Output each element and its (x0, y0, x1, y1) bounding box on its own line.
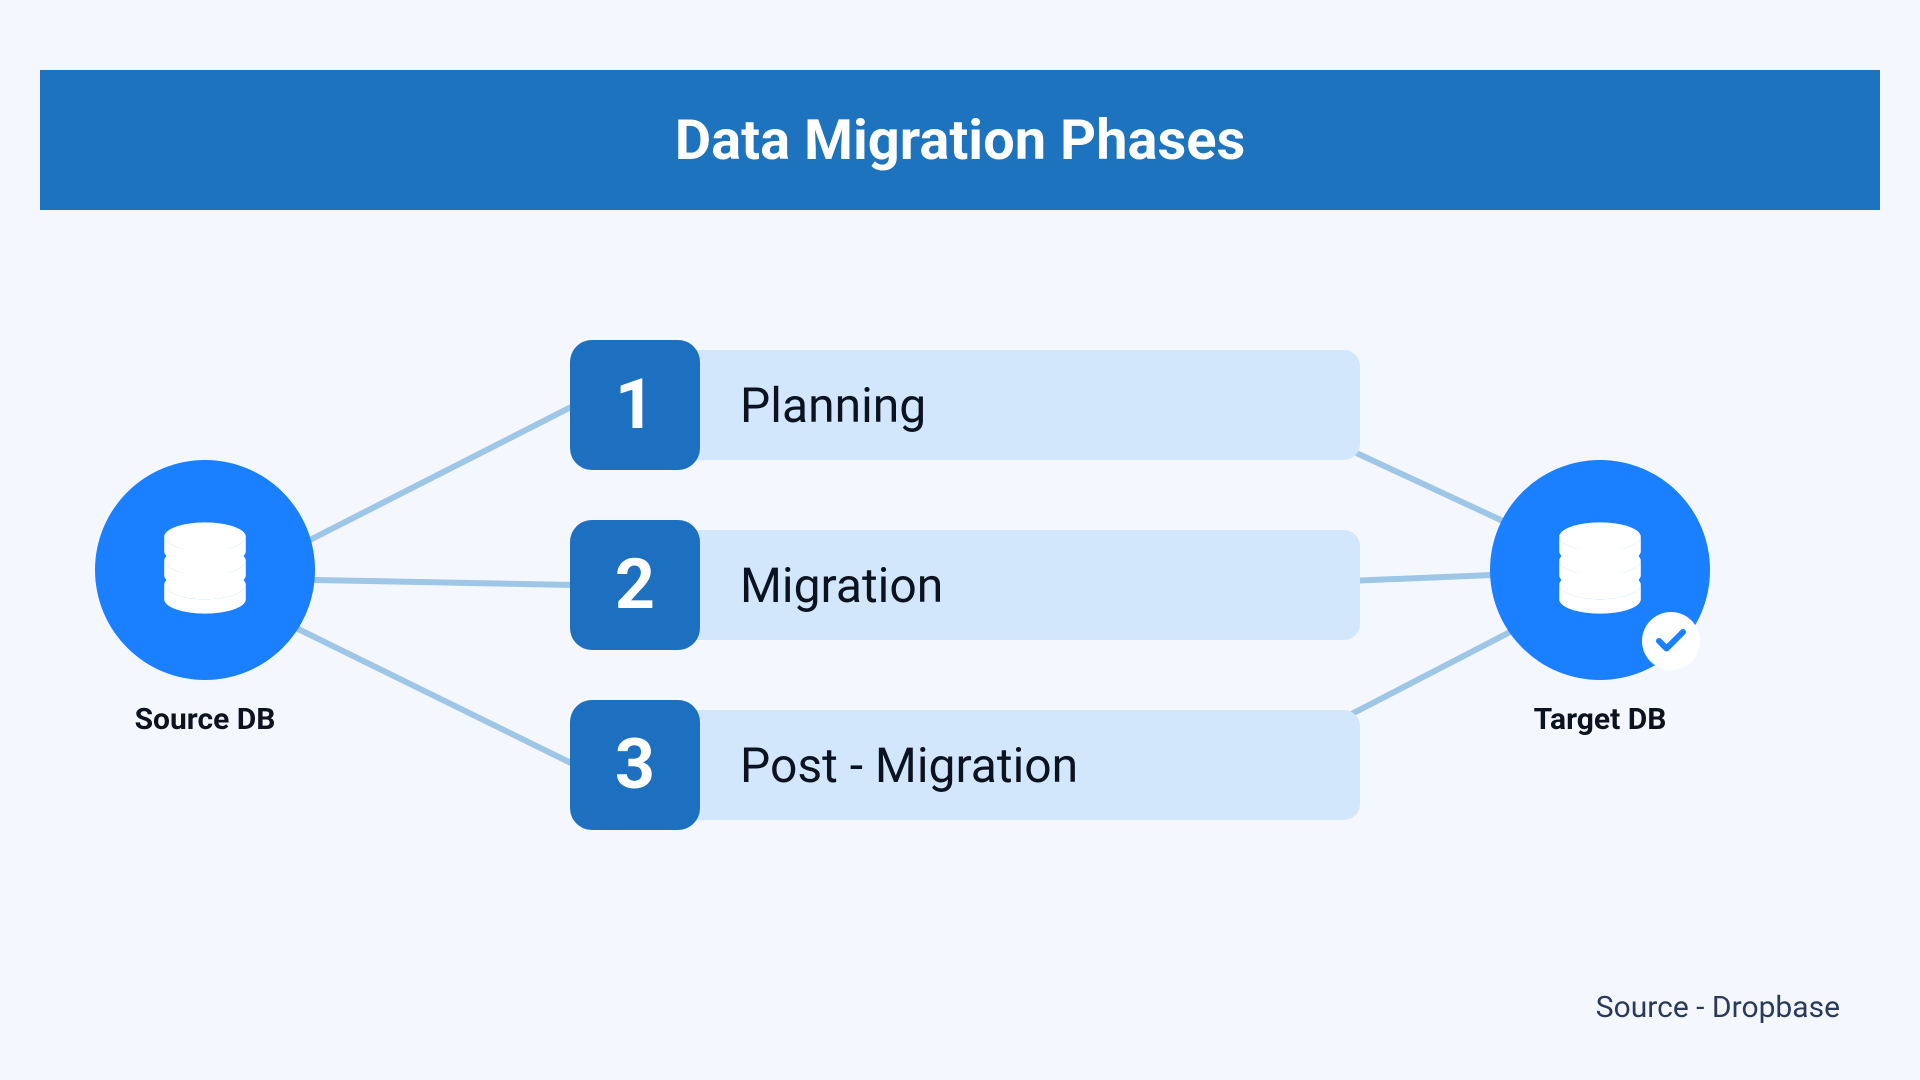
phase-label: Planning (680, 350, 1360, 460)
source-credit: Source - Dropbase (1596, 990, 1840, 1025)
phase-number: 1 (570, 340, 700, 470)
phase-label: Migration (680, 530, 1360, 640)
target-db-node: Target DB (1490, 460, 1710, 737)
phase-number: 3 (570, 700, 700, 830)
database-icon (1540, 508, 1660, 632)
checkmark-icon (1642, 612, 1700, 670)
phase-row: 1 Planning (570, 340, 1360, 470)
target-db-label: Target DB (1534, 702, 1667, 737)
phase-label: Post - Migration (680, 710, 1360, 820)
phase-row: 2 Migration (570, 520, 1360, 650)
phase-row: 3 Post - Migration (570, 700, 1360, 830)
target-db-circle (1490, 460, 1710, 680)
phase-number: 2 (570, 520, 700, 650)
database-icon (145, 508, 265, 632)
title-bar: Data Migration Phases (40, 70, 1880, 210)
source-db-label: Source DB (135, 702, 276, 737)
diagram-title: Data Migration Phases (675, 107, 1246, 173)
diagram-canvas: Data Migration Phases Source DB (0, 0, 1920, 1080)
source-db-circle (95, 460, 315, 680)
source-db-node: Source DB (95, 460, 315, 737)
